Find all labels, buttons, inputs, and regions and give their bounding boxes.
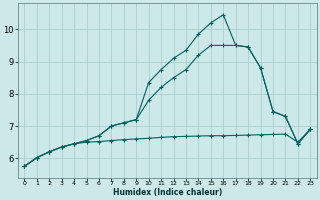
X-axis label: Humidex (Indice chaleur): Humidex (Indice chaleur) — [113, 188, 222, 197]
